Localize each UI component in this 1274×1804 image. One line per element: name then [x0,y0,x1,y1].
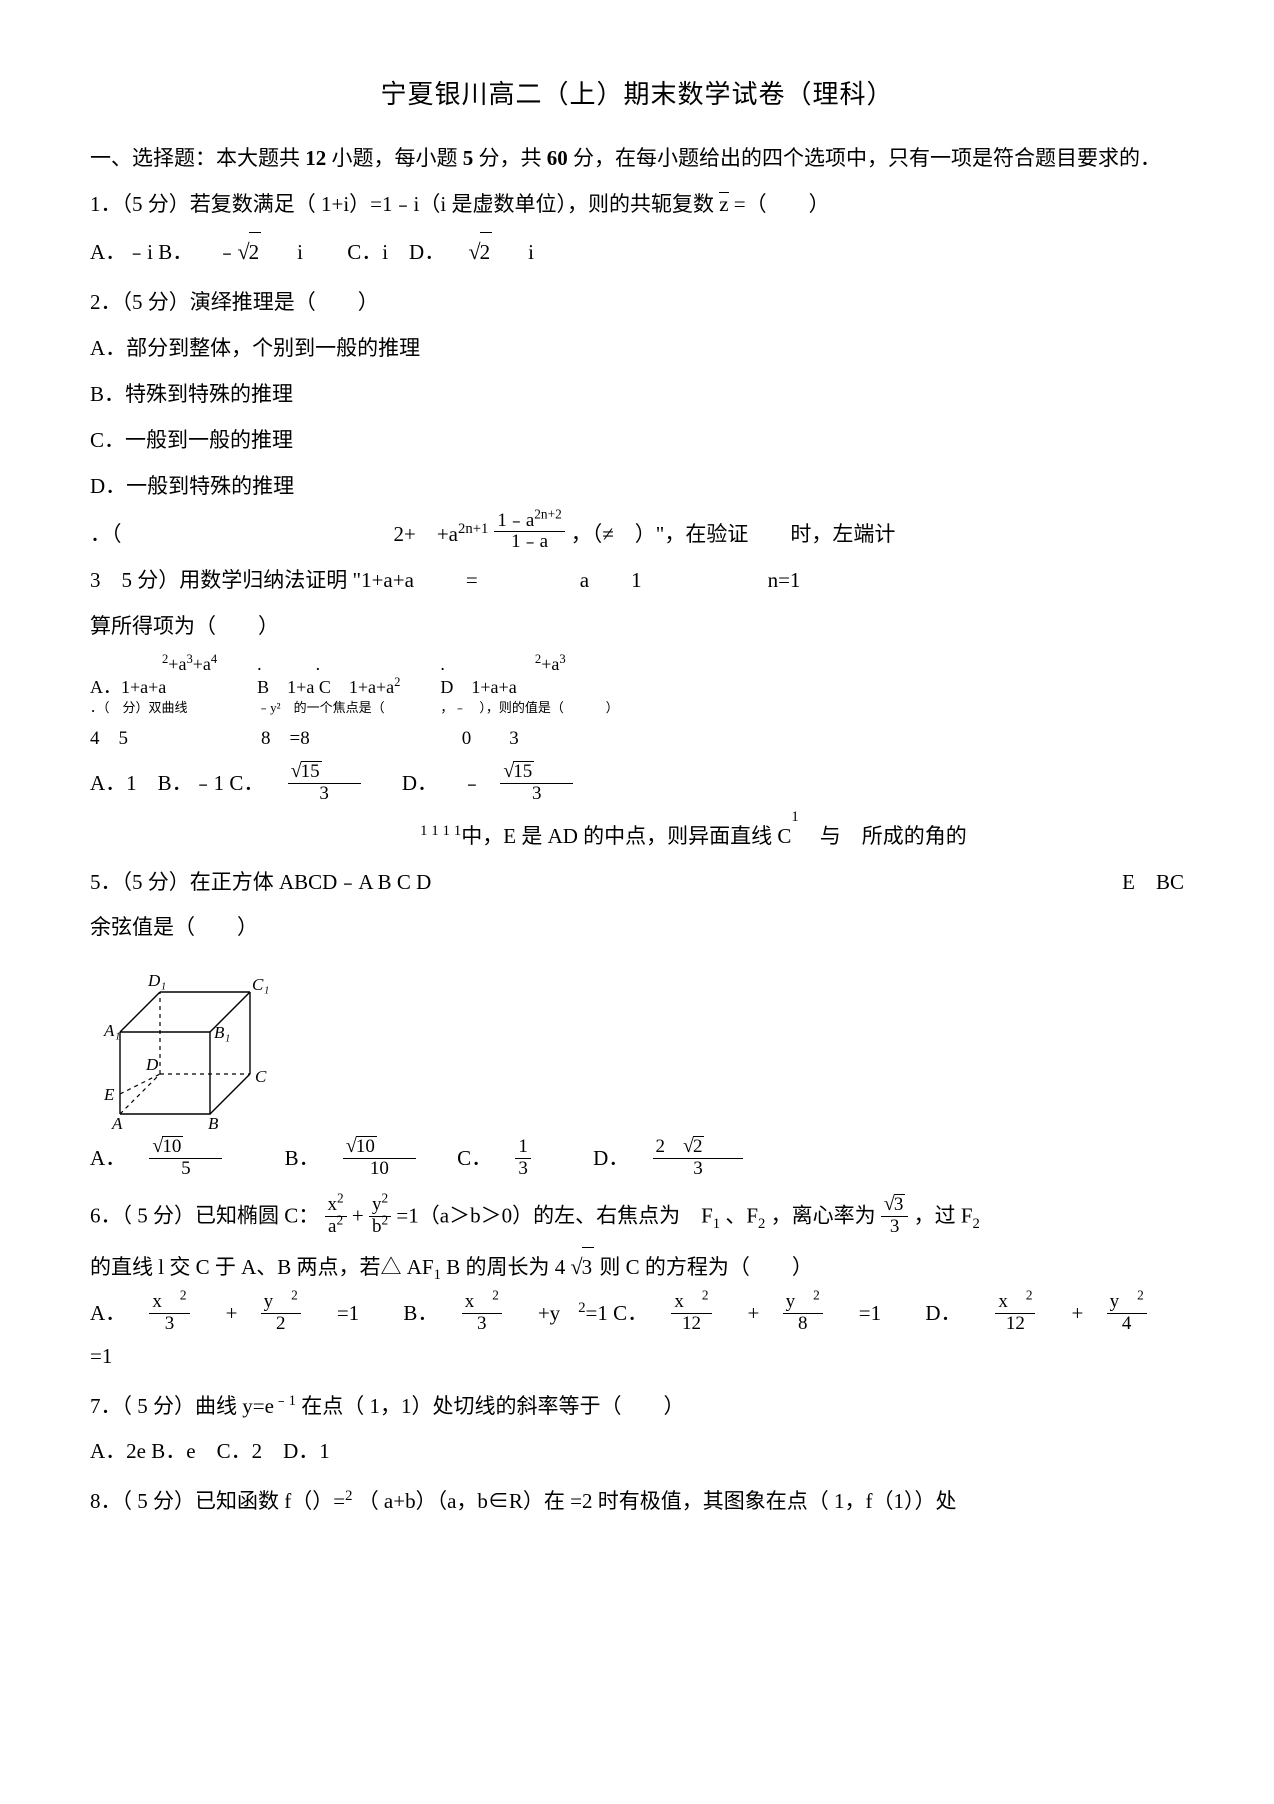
sqrt2-a: 2 [249,232,262,273]
q8-stem-a: 8．（ 5 分）已知函数 f（）= [90,1489,345,1513]
cube-label-d1: D₁ [147,971,166,990]
q6-stem-d: ，离心率为 [771,1204,876,1228]
q3-l2-left: 3 5 分）用数学归纳法证明 "1+a+a [90,561,414,601]
cube-label-d: D [145,1055,159,1074]
q5-l2b: E BC [1122,863,1184,903]
q5-b: B． [264,1146,320,1170]
q3-l1-left: ．（ [90,515,122,555]
q6-l2c: 则 C 的方程为（ ） [599,1255,813,1279]
q6-a: A． [90,1301,126,1325]
cube-label-c: C [255,1067,267,1086]
section-heading: 一、选择题：本大题共 12 小题，每小题 5 分，共 60 分，在每小题给出的四… [90,139,1184,179]
q3-tiny-d: ，﹣ ），则的值是（ [440,700,565,717]
z-bar: z [719,192,728,215]
cube-label-a: A [111,1114,123,1133]
cube-label-b1: B₁ [214,1023,230,1042]
sqrt2-b: 2 [480,232,493,273]
question-3-line3: 算所得项为（ ） [90,607,1184,647]
q1-stem-a: 1．（5 分）若复数满足（ 1+i）=1﹣i（i 是虚数单位），则的共轭复数 [90,192,719,216]
cube-label-b: B [208,1114,219,1133]
q1-opt-b-tail: C．i D． [326,240,445,264]
q7-stem: 7．（ 5 分）曲线 y=e [90,1394,274,1418]
q1-opt-a: A．﹣i B． [90,240,193,264]
q6-options: A． x23+ y22=1 B． x23+y2=1 C． x212+ y28=1… [90,1294,1184,1377]
q3-options-row: 2+a3+a4 A．1+a+a ．（ 分）双曲线 . . B 1+a C 1+a… [90,653,1184,717]
q7-options: A．2e B．e C．2 D．1 [90,1432,1184,1472]
cube-label-a1: A₁ [103,1021,120,1040]
q6-b: B． [382,1301,438,1325]
page-title: 宁夏银川高二（上）期末数学试卷（理科） [90,70,1184,119]
q5-l1d: 与 所成的角的 [799,817,967,857]
q3-l1-right: ，（≠ ）"，在验证 时，左端计 [571,515,896,555]
q4-d-label: D． [402,771,438,795]
q3-tiny-e: ） [606,700,619,717]
q5-a: A． [90,1146,126,1170]
question-5-line2: 5．（5 分）在正方体 ABCD﹣A B C D E BC [90,863,1184,903]
q1-stem-b: =（ ） [734,192,830,216]
q6-l2b: B 的周长为 4 [446,1255,565,1279]
q5-c: C． [457,1146,492,1170]
question-5-line3: 余弦值是（ ） [90,908,1184,948]
section-text-a: 一、选择题：本大题共 [90,146,300,170]
question-8: 8．（ 5 分）已知函数 f（）=2 （ a+b）（a，b∈R）在 =2 时有极… [90,1482,1184,1522]
q6-l2a: 的直线 l 交 C 于 A、B 两点，若△ AF [90,1255,434,1279]
q8-stem-b: （ a+b）（a，b∈R）在 =2 时有极值，其图象在点（ 1，f（1））处 [358,1489,957,1513]
question-1: 1．（5 分）若复数满足（ 1+i）=1﹣i（i 是虚数单位），则的共轭复数 z… [90,185,1184,225]
num-60: 60 [547,146,568,170]
q3-tiny-b: ﹣y² 的一个焦点是（ [257,700,400,717]
q5-c1-sub: 1 [791,817,798,857]
question-6: 6．（ 5 分）已知椭圆 C： x2a2 + y2b2 =1（a＞b＞0）的左、… [90,1196,1184,1240]
cube-label-c1: C₁ [252,975,269,994]
q3-tiny-a: ．（ 分）双曲线 [90,700,217,717]
q6-stem-a: 6．（ 5 分）已知椭圆 C： [90,1204,319,1228]
q5-options: A． 105 B． 1010 C． 13 D． 223 [90,1138,1184,1182]
section-text-d: 分，在每小题给出的四个选项中，只有一项是符合题目要求的． [573,146,1161,170]
q4-options: A．1 B．﹣1 C． 15 3 D． ﹣ 15 3 [90,763,1184,807]
q4-neg: ﹣ [461,771,482,795]
q5-l2a: 5．（5 分）在正方体 ABCD﹣A B C D [90,863,431,903]
q4-frac-d: 15 3 [500,761,591,805]
q5-d: D． [572,1146,629,1170]
q3-opt-a-base: A．1+a+a [90,676,217,699]
q3-l1-mid: 2+ +a2n+1 [394,515,489,555]
q6-stem-e: ，过 F [914,1204,973,1228]
q3-opt-b: B 1+a C 1+a+a2 [257,676,400,699]
q8-exp: 2 [345,1488,352,1504]
cube-label-e: E [103,1085,115,1104]
question-7: 7．（ 5 分）曲线 y=e﹣1 在点（ 1，1）处切线的斜率等于（ ） [90,1387,1184,1427]
question-6-line2: 的直线 l 交 C 于 A、B 两点，若△ AF1 B 的周长为 4 3 则 C… [90,1246,1184,1288]
q2-opt-b: B．特殊到特殊的推理 [90,375,1184,415]
q1-options: A．﹣i B． ﹣2i C．i D． 2i [90,231,1184,273]
q3-row3: 4 5 8 =8 0 3 [90,721,1184,757]
i-a: i [297,240,303,264]
q3-l2-right: a 1 n=1 [580,561,801,601]
question-3-line2: 3 5 分）用数学归纳法证明 "1+a+a = a 1 n=1 [90,561,1184,601]
i-b: i [528,240,534,264]
section-text-c: 分，共 [479,146,542,170]
q6-d: D． [904,1301,972,1325]
q3-frac: 1﹣a2n+2 1﹣a [494,511,564,554]
q4-frac-c: 15 3 [288,761,379,805]
q4-ab: A．1 B．﹣1 C． [90,771,264,795]
q2-opt-a: A．部分到整体，个别到一般的推理 [90,329,1184,369]
q6-stem-b: =1（a＞b＞0）的左、右焦点为 F [396,1204,712,1228]
q7-exp: ﹣1 [274,1393,296,1409]
q5-l1b: 中，E 是 AD 的中点，则异面直线 C [461,817,791,857]
section-text-b: 小题，每小题 [332,146,458,170]
q5-sub1111: 1 1 1 1 [420,817,461,857]
cube-figure: A B C D A₁ B₁ C₁ D₁ E [90,954,1184,1134]
question-3-line1: ．（ 2+ +a2n+1 1﹣a2n+2 1﹣a ，（≠ ）"，在验证 时，左端… [90,513,1184,556]
q3-eq: = [466,561,478,601]
q3-opt-a: 2+a3+a4 [90,653,217,676]
question-2: 2．（5 分）演绎推理是（ ） [90,283,1184,323]
num-12: 12 [305,146,326,170]
q7-stem-b: 在点（ 1，1）处切线的斜率等于（ ） [301,1394,684,1418]
q2-opt-d: D．一般到特殊的推理 [90,467,1184,507]
q2-opt-c: C．一般到一般的推理 [90,421,1184,461]
q3-opt-d: D 1+a+a [440,676,565,699]
num-5: 5 [463,146,474,170]
question-5-line1: 1 1 1 1 中，E 是 AD 的中点，则异面直线 C 1 与 所成的角的 [90,817,1184,857]
